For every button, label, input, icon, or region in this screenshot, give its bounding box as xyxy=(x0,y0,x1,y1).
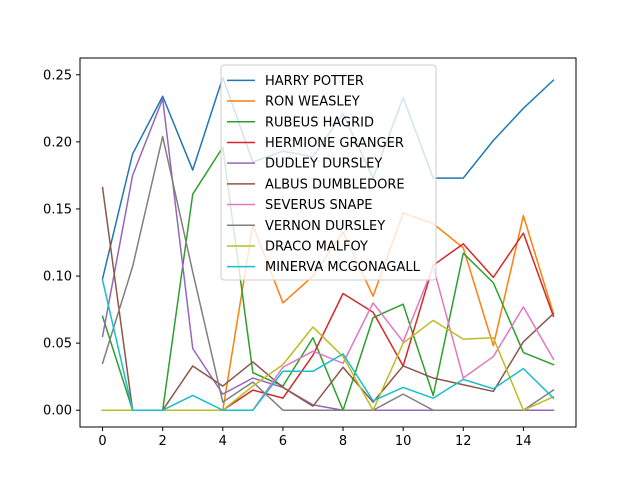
series-line-9 xyxy=(101,279,555,411)
x-tick-label-3: 6 xyxy=(279,434,287,449)
series-lines xyxy=(101,76,555,411)
x-tick-label-4: 8 xyxy=(339,434,347,449)
legend: HARRY POTTER RON WEASLEY RUBEUS HAGRID HERM… xyxy=(220,64,437,281)
legend-label-8: DRACO MALFOY xyxy=(265,239,368,254)
y-tick-label-0: 0.00 xyxy=(43,404,72,419)
legend-label-2: RUBEUS HAGRID xyxy=(265,115,374,130)
legend-label-7: VERNON DURSLEY xyxy=(265,219,385,234)
legend-label-6: SEVERUS SNAPE xyxy=(265,198,372,213)
legend-label-1: RON WEASLEY xyxy=(265,95,360,110)
y-tick-label-3: 0.15 xyxy=(43,202,72,217)
x-tick-label-1: 2 xyxy=(159,434,167,449)
x-tick-label-2: 4 xyxy=(219,434,227,449)
legend-label-9: MINERVA MCGONAGALL xyxy=(265,260,421,275)
axes: 0 2 4 6 8 10 12 14 0.00 0.05 0.10 0.15 0.20 0.25 xyxy=(43,57,577,449)
x-tick-label-7: 14 xyxy=(515,434,532,449)
legend-box xyxy=(220,64,437,281)
x-tick-label-5: 10 xyxy=(395,434,412,449)
legend-label-5: ALBUS DUMBLEDORE xyxy=(265,177,405,192)
x-tick-label-0: 0 xyxy=(98,434,106,449)
legend-label-3: HERMIONE GRANGER xyxy=(265,136,404,151)
legend-label-0: HARRY POTTER xyxy=(265,74,364,89)
y-tick-label-1: 0.05 xyxy=(43,337,72,352)
y-tick-label-4: 0.20 xyxy=(43,135,72,150)
series-line-2 xyxy=(101,146,555,411)
x-tick-label-6: 12 xyxy=(455,434,472,449)
plot-frame xyxy=(79,57,577,428)
series-line-8 xyxy=(101,319,555,411)
series-line-7 xyxy=(101,135,555,411)
legend-label-4: DUDLEY DURSLEY xyxy=(265,157,382,172)
y-tick-label-5: 0.25 xyxy=(43,68,72,83)
series-line-5 xyxy=(101,186,555,411)
y-tick-label-2: 0.10 xyxy=(43,270,72,285)
